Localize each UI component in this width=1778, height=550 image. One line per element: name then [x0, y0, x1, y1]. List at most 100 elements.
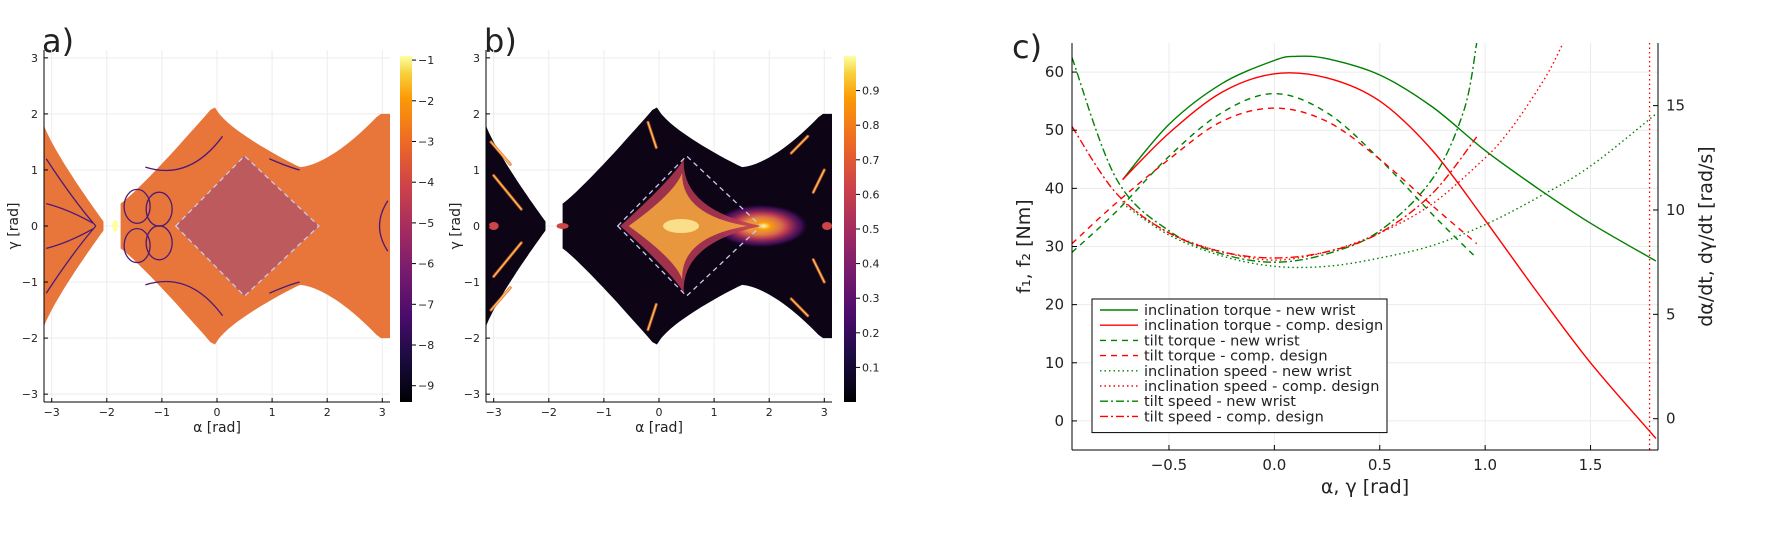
- colorbar-tick-label: 0.3: [862, 292, 880, 305]
- y-tick-label-right: 5: [1666, 305, 1676, 323]
- glow-streak-core: [790, 298, 809, 317]
- y-axis-label-c-left: f₁, f₂ [Nm]: [1013, 199, 1035, 293]
- x-tick-label: −3: [44, 406, 60, 419]
- colorbar-tick-label: 0.8: [862, 119, 880, 132]
- contour-line: [45, 225, 97, 294]
- y-tick-label: 0: [473, 220, 480, 233]
- glow-spot: [488, 222, 499, 230]
- contour-loop: [145, 225, 173, 261]
- heatmap-panel-b: −3 −2 −1 0 1 2 3 −3 −2 −1 0 1 2 3 0.9 0.8 0.7 0.6 0.5 0.4 0.…: [464, 50, 880, 419]
- colorbar-tick-label: −2: [418, 95, 434, 108]
- workspace-region-left: [44, 125, 104, 327]
- x-tick-label: 0.5: [1368, 456, 1392, 474]
- glow-right-core: [745, 217, 782, 235]
- y-tick-label: −3: [464, 388, 480, 401]
- heatmap-panel-a: −3 −2 −1 0 1 2 3 −3 −2 −1 0 1 2 3 −1 −2 −3 −4 −5 −6 −7 −8 −9: [22, 50, 434, 419]
- contour-line: [46, 228, 94, 250]
- legend-entry: tilt torque - comp. design: [1144, 349, 1328, 365]
- diamond-boundary: [174, 155, 320, 297]
- colorbar-tick-label: 0.4: [862, 258, 880, 271]
- glow-streak-core: [493, 174, 522, 210]
- colorbar-tick-label: 0.9: [862, 85, 880, 98]
- series-line-1: [1122, 55, 1657, 262]
- x-tick-label: 1.0: [1473, 456, 1497, 474]
- singularity-spot: [112, 220, 119, 232]
- glow-streak-core: [493, 242, 522, 278]
- contour-loop: [123, 188, 151, 225]
- series-line-6: [1122, 43, 1564, 261]
- colorbar-tick-label: −5: [418, 217, 434, 230]
- y-tick-label: 1: [31, 164, 38, 177]
- x-tick-label: 0: [214, 406, 221, 419]
- y-tick-label-left: 30: [1045, 238, 1064, 256]
- y-tick-label-left: 10: [1045, 354, 1064, 372]
- workspace-region-left: [486, 125, 546, 327]
- x-axis-label-c: α, γ [rad]: [1321, 476, 1409, 498]
- x-tick-label: 1: [711, 406, 718, 419]
- x-tick-label: −1: [596, 406, 612, 419]
- y-tick-label-right: 0: [1666, 410, 1676, 428]
- glow-spot: [822, 222, 833, 230]
- diamond-interior: [175, 155, 319, 297]
- colorbar-tick-label: −6: [418, 258, 434, 271]
- glow-streak-core: [647, 303, 657, 331]
- colorbar-tick-label: 0.7: [862, 154, 880, 167]
- y-tick-label-right: 10: [1666, 201, 1685, 219]
- legend-entry: inclination torque - new wrist: [1144, 303, 1356, 319]
- glow-streak-core: [647, 121, 657, 149]
- glow-streak-core: [812, 259, 825, 283]
- y-tick-label-left: 20: [1045, 296, 1064, 314]
- y-axis-label-b: γ [rad]: [448, 203, 464, 250]
- y-tick-label: 0: [31, 220, 38, 233]
- contour-line: [145, 280, 224, 317]
- series-line-4: [1072, 107, 1478, 245]
- legend-entry: tilt speed - new wrist: [1144, 394, 1296, 410]
- x-tick-label: −1: [154, 406, 170, 419]
- y-tick-label-right: 15: [1666, 97, 1685, 115]
- x-tick-label: 3: [379, 406, 386, 419]
- colorbar-tick-label: −1: [418, 54, 434, 67]
- arrow-glow-hot: [663, 219, 700, 233]
- y-axis-label-a: γ [rad]: [6, 203, 22, 250]
- x-tick-label: −0.5: [1151, 456, 1187, 474]
- contour-line: [269, 158, 300, 171]
- x-axis-label-b: α [rad]: [635, 420, 683, 436]
- y-tick-label: −1: [22, 276, 38, 289]
- x-axis-label-a: α [rad]: [193, 420, 241, 436]
- line-chart-panel: −0.5 0.0 0.5 1.0 1.5 0 10 20 30 40 50 60 0 5 10 15: [1045, 43, 1685, 474]
- x-tick-label: 0: [656, 406, 663, 419]
- legend-entry: inclination speed - new wrist: [1144, 364, 1352, 380]
- glow-streak-core: [790, 135, 809, 154]
- panel-label-c: c): [1012, 28, 1042, 66]
- contour-loop: [123, 227, 151, 264]
- x-tick-label: 1: [269, 406, 276, 419]
- colorbar-tick-label: −7: [418, 298, 434, 311]
- y-tick-label-left: 40: [1045, 179, 1064, 197]
- series-group: [1072, 43, 1657, 450]
- y-tick-label: −2: [464, 332, 480, 345]
- colorbar-tick-label: 0.6: [862, 188, 880, 201]
- y-tick-label: −2: [22, 332, 38, 345]
- panel-label-a: a): [42, 22, 74, 60]
- diamond-boundary: [616, 155, 762, 297]
- y-tick-label-left: 50: [1045, 121, 1064, 139]
- x-tick-label: 3: [821, 406, 828, 419]
- y-tick-label-left: 0: [1054, 412, 1064, 430]
- contour-line: [269, 281, 300, 294]
- colorbar-tick-label: −8: [418, 339, 434, 352]
- x-tick-label: 2: [766, 406, 773, 419]
- glow-streak-core: [490, 141, 511, 165]
- x-tick-label: 2: [324, 406, 331, 419]
- series-line-5: [1122, 113, 1657, 269]
- series-line-3: [1072, 92, 1478, 259]
- series-line-7: [1072, 43, 1478, 263]
- colorbar: [400, 56, 412, 402]
- legend: inclination torque - new wrist inclinatio…: [1091, 298, 1388, 434]
- legend-entry: inclination speed - comp. design: [1144, 379, 1379, 395]
- colorbar-tick-label: −4: [418, 176, 434, 189]
- x-tick-label: 0.0: [1262, 456, 1286, 474]
- legend-entry: tilt speed - comp. design: [1144, 409, 1324, 425]
- x-tick-label: −2: [541, 406, 557, 419]
- contour-line: [378, 200, 389, 252]
